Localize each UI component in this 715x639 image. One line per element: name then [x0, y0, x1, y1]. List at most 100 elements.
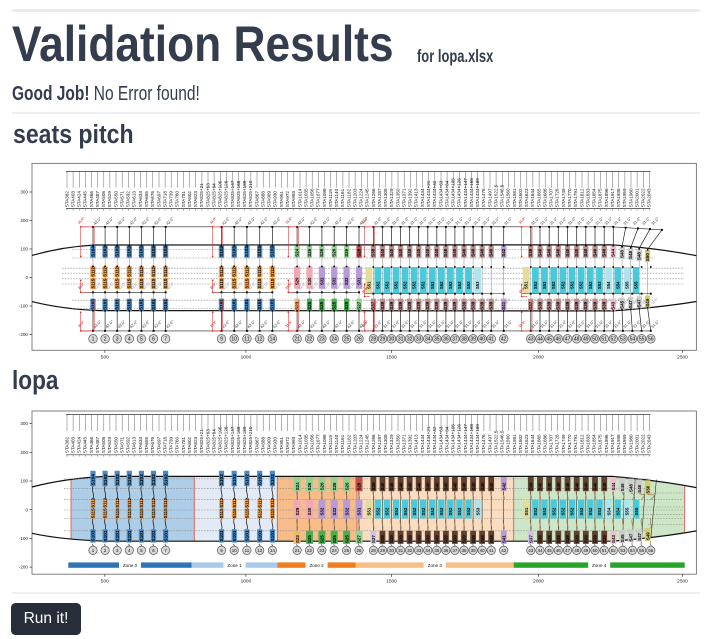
svg-text:31.0": 31.0" [209, 216, 218, 225]
svg-text:12: 12 [257, 337, 263, 343]
svg-text:STA1161: STA1161 [340, 188, 345, 207]
svg-text:42.0": 42.0" [153, 216, 163, 226]
svg-text:26: 26 [356, 548, 362, 553]
svg-text:42.0": 42.0" [359, 281, 368, 290]
svg-text:S40: S40 [389, 248, 394, 257]
svg-text:STA867: STA867 [254, 436, 259, 453]
svg-text:2000: 2000 [533, 578, 544, 584]
svg-text:S29: S29 [295, 277, 300, 285]
svg-text:43: 43 [528, 337, 534, 343]
svg-text:S37: S37 [371, 301, 376, 310]
svg-text:9: 9 [220, 548, 223, 553]
svg-text:S55: S55 [634, 281, 639, 289]
svg-text:S112: S112 [219, 266, 224, 276]
svg-text:S27: S27 [356, 301, 361, 310]
svg-text:STA825+147: STA825+147 [230, 180, 235, 207]
svg-text:S52: S52 [412, 281, 417, 289]
svg-text:31.0": 31.0" [454, 216, 464, 226]
svg-text:STA930: STA930 [273, 191, 278, 208]
svg-text:42.0": 42.0" [116, 216, 126, 226]
svg-text:31.0": 31.0" [482, 297, 490, 305]
svg-text:46: 46 [556, 337, 562, 343]
svg-text:31.0": 31.0" [576, 216, 586, 226]
svg-text:Zone 0: Zone 0 [123, 563, 138, 568]
svg-text:Zone 4: Zone 4 [592, 563, 607, 568]
svg-text:S112: S112 [115, 266, 120, 276]
svg-text:S39: S39 [547, 301, 552, 310]
svg-text:S40: S40 [538, 482, 543, 490]
svg-text:STA1434+147: STA1434+147 [463, 178, 468, 208]
svg-text:STA508: STA508 [101, 191, 106, 208]
svg-text:STA1707: STA1707 [549, 188, 554, 207]
svg-text:STA1644: STA1644 [530, 434, 535, 453]
svg-text:STA1959: STA1959 [622, 434, 627, 453]
svg-text:S43: S43 [611, 535, 616, 543]
svg-text:STA1602: STA1602 [518, 188, 523, 207]
svg-text:STA1077: STA1077 [316, 188, 321, 207]
svg-text:42.0": 42.0" [141, 319, 151, 329]
svg-text:S39: S39 [416, 301, 421, 310]
svg-text:1000: 1000 [241, 355, 252, 361]
svg-text:S25: S25 [307, 301, 312, 310]
svg-text:S26: S26 [332, 248, 337, 257]
svg-text:STA676: STA676 [150, 191, 155, 208]
svg-text:S101: S101 [232, 299, 237, 310]
svg-text:S52: S52 [385, 507, 390, 515]
svg-text:STA1434+147: STA1434+147 [463, 424, 468, 454]
svg-text:STA802: STA802 [187, 191, 192, 208]
svg-text:S112: S112 [139, 266, 144, 276]
svg-text:STA1546.5: STA1546.5 [500, 430, 505, 453]
svg-text:31.0": 31.0" [585, 319, 595, 329]
svg-text:STA1959: STA1959 [622, 188, 627, 207]
svg-text:S40: S40 [583, 248, 588, 257]
svg-text:42.0": 42.0" [259, 216, 269, 226]
svg-text:31.0": 31.0" [361, 319, 370, 328]
svg-text:STA2043: STA2043 [647, 188, 652, 207]
svg-text:49: 49 [583, 548, 589, 553]
svg-text:S38: S38 [529, 482, 534, 490]
svg-text:S101: S101 [102, 299, 107, 310]
svg-text:25: 25 [344, 337, 350, 343]
svg-text:1000: 1000 [241, 578, 252, 584]
svg-text:S102: S102 [219, 246, 224, 257]
svg-text:31.0": 31.0" [491, 297, 499, 305]
svg-text:S25: S25 [320, 535, 325, 543]
svg-text:S101: S101 [257, 299, 262, 310]
svg-text:S53: S53 [475, 507, 480, 515]
svg-text:STA445: STA445 [83, 191, 88, 208]
svg-text:S112: S112 [257, 266, 262, 276]
svg-text:STA993: STA993 [291, 191, 296, 208]
svg-text:S40: S40 [398, 482, 403, 490]
svg-text:STA1140: STA1140 [334, 188, 339, 207]
svg-text:42.0": 42.0" [321, 319, 331, 329]
svg-text:47: 47 [565, 548, 571, 553]
svg-text:S40: S40 [574, 482, 579, 490]
svg-text:31.0": 31.0" [446, 297, 454, 305]
svg-text:Zone 2: Zone 2 [309, 563, 324, 568]
svg-text:S101: S101 [270, 299, 275, 310]
svg-text:S47: S47 [628, 300, 633, 309]
svg-text:STA1749: STA1749 [561, 434, 566, 453]
svg-text:S39: S39 [398, 535, 403, 543]
svg-text:S39: S39 [444, 535, 449, 543]
svg-text:S39: S39 [461, 301, 466, 310]
svg-text:31.0": 31.0" [285, 319, 294, 328]
svg-text:S11S: S11S [163, 278, 168, 288]
svg-text:23: 23 [319, 548, 325, 553]
svg-text:42.0": 42.0" [233, 319, 243, 329]
svg-text:STA1434+105: STA1434+105 [451, 424, 456, 454]
svg-text:S102: S102 [139, 246, 144, 257]
svg-text:42.0": 42.0" [272, 216, 282, 226]
svg-text:S46: S46 [620, 483, 625, 491]
svg-text:S102: S102 [115, 246, 120, 257]
svg-text:STA1077: STA1077 [316, 434, 321, 453]
svg-text:S38: S38 [528, 248, 533, 257]
svg-text:48: 48 [574, 548, 580, 553]
svg-text:31.0": 31.0" [539, 319, 549, 329]
svg-text:31.0": 31.0" [632, 319, 642, 329]
svg-text:STA424: STA424 [77, 436, 82, 453]
svg-text:S112: S112 [245, 497, 250, 507]
svg-text:S11S: S11S [163, 508, 168, 518]
svg-text:STA466: STA466 [89, 436, 94, 453]
svg-text:S40: S40 [471, 482, 476, 490]
